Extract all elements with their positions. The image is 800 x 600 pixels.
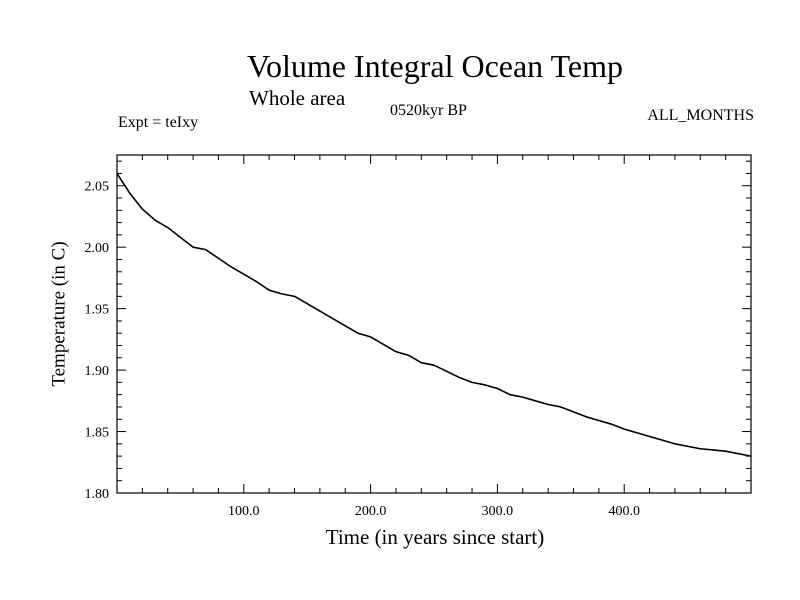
y-tick-label: 2.00 <box>85 241 110 256</box>
y-tick-label: 1.95 <box>85 303 110 318</box>
period-label: 0520kyr BP <box>390 102 467 119</box>
y-tick-label: 2.05 <box>85 180 110 195</box>
x-tick-label: 100.0 <box>228 504 260 519</box>
y-axis-label: Temperature (in C) <box>48 241 70 387</box>
y-tick-label: 1.85 <box>85 426 110 441</box>
chart-subtitle: Whole area <box>249 86 346 110</box>
x-axis-label: Time (in years since start) <box>325 525 545 549</box>
axis-tick-labels: 100.0 200.0 300.0 400.0 1.80 1.85 1.90 1.95 2.00… <box>85 180 640 519</box>
x-tick-label: 200.0 <box>355 504 387 519</box>
series-line <box>116 173 752 457</box>
plot-frame <box>116 154 752 494</box>
chart-title: Volume Integral Ocean Temp <box>246 48 623 84</box>
axis-ticks <box>117 155 751 494</box>
x-tick-label: 300.0 <box>482 504 514 519</box>
y-tick-label: 1.90 <box>85 364 110 379</box>
y-tick-label: 1.80 <box>85 487 110 502</box>
experiment-label: Expt = teIxy <box>118 114 199 131</box>
months-label: ALL_MONTHS <box>647 107 754 124</box>
x-tick-label: 400.0 <box>608 504 640 519</box>
